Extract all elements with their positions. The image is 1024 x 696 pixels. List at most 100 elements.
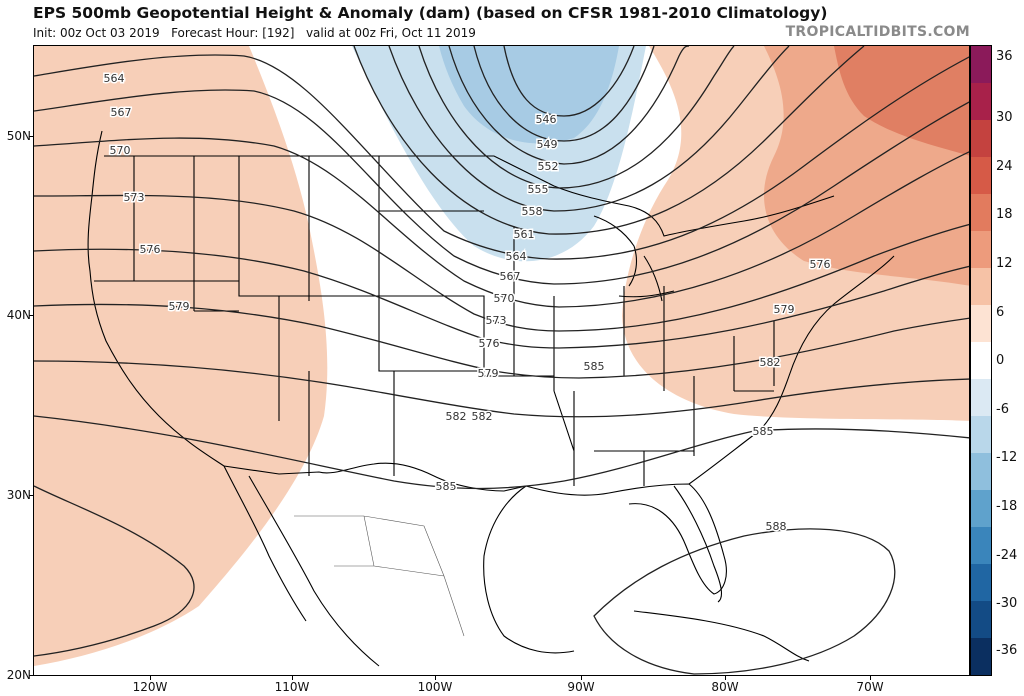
contour-label: 570 xyxy=(494,292,515,305)
contour-label: 582 xyxy=(472,410,493,423)
lon-label-110w: 110W xyxy=(274,680,310,694)
contour-588 xyxy=(593,528,896,675)
mexico-states xyxy=(294,515,465,637)
gulf-coast xyxy=(525,483,727,595)
colorbar-label: 18 xyxy=(996,207,1013,222)
baja-coast xyxy=(223,465,307,622)
forecast-hour: Forecast Hour: [192] xyxy=(171,26,295,40)
lat-label-20n: 20N xyxy=(6,668,31,682)
contour-label: 573 xyxy=(124,191,145,204)
lon-tick xyxy=(150,676,151,680)
contour-label: 564 xyxy=(506,250,527,263)
lon-tick xyxy=(725,676,726,680)
colorbar-label: 24 xyxy=(996,159,1013,174)
contour-label: 567 xyxy=(500,270,521,283)
colorbar-label: 36 xyxy=(996,49,1013,64)
florida xyxy=(673,485,723,603)
anomaly-map[interactable]: 564 567 570 573 576 579 582 585 588 546 … xyxy=(33,45,970,676)
contour-label: 561 xyxy=(514,228,535,241)
geography-lines xyxy=(87,130,895,667)
map-title: EPS 500mb Geopotential Height & Anomaly … xyxy=(33,4,828,22)
contour-label: 576 xyxy=(140,243,161,256)
colorbar-label: 30 xyxy=(996,110,1013,125)
contour-label: 588 xyxy=(766,520,787,533)
contour-label: 546 xyxy=(536,113,557,126)
height-contours xyxy=(34,46,969,675)
contour-549 xyxy=(473,46,655,142)
colorbar-label: -6 xyxy=(996,402,1009,417)
contour-546 xyxy=(503,46,635,117)
contour-label: 555 xyxy=(528,183,549,196)
colorbar-label: 12 xyxy=(996,256,1013,271)
map-canvas: 564 567 570 573 576 579 582 585 588 546 … xyxy=(34,46,969,675)
lon-label-90w: 90W xyxy=(567,680,595,694)
contour-585 xyxy=(34,415,969,490)
contour-label: 582 xyxy=(760,356,781,369)
lat-label-50n: 50N xyxy=(6,129,31,143)
lat-label-40n: 40N xyxy=(6,308,31,322)
lon-label-120w: 120W xyxy=(132,680,168,694)
contour-558 xyxy=(388,46,790,212)
lat-tick xyxy=(29,675,33,676)
contour-labels: 564 567 570 573 576 579 582 585 588 546 … xyxy=(102,71,832,535)
contour-label: 573 xyxy=(486,314,507,327)
contour-label: 579 xyxy=(478,367,499,380)
anomaly-shading xyxy=(34,46,969,666)
contour-label: 582 xyxy=(446,410,467,423)
lon-tick xyxy=(435,676,436,680)
init-time: Init: 00z Oct 03 2019 xyxy=(33,26,160,40)
colorbar-label: -36 xyxy=(996,643,1018,658)
lon-label-70w: 70W xyxy=(856,680,884,694)
contour-555 xyxy=(418,46,735,189)
lat-tick xyxy=(29,495,33,496)
colorbar-label: -24 xyxy=(996,548,1018,563)
east-coast xyxy=(688,255,895,485)
cuba xyxy=(633,610,810,662)
lon-tick xyxy=(292,676,293,680)
lat-tick xyxy=(29,136,33,137)
contour-label: 585 xyxy=(436,480,457,493)
contour-west-closure xyxy=(34,485,195,657)
contour-label: 576 xyxy=(479,337,500,350)
colorbar-label: 6 xyxy=(996,305,1005,320)
cool-anomaly-core xyxy=(439,46,619,144)
contour-579 xyxy=(34,303,969,379)
state-lines xyxy=(94,156,775,486)
contour-label: 558 xyxy=(522,205,543,218)
colorbar-label: -12 xyxy=(996,450,1018,465)
contour-570 xyxy=(34,137,969,308)
lon-tick xyxy=(870,676,871,680)
contour-label: 570 xyxy=(110,144,131,157)
lon-tick xyxy=(581,676,582,680)
contour-582 xyxy=(34,360,969,418)
contour-573 xyxy=(34,194,969,332)
us-canada-border xyxy=(104,155,835,237)
map-subtitle: Init: 00z Oct 03 2019 Forecast Hour: [19… xyxy=(33,26,476,40)
contour-label: 552 xyxy=(538,160,559,173)
contour-label: 549 xyxy=(537,138,558,151)
colorbar-label: 0 xyxy=(996,353,1005,368)
colorbar-label: -30 xyxy=(996,596,1018,611)
mexico-gulf-coast xyxy=(483,485,575,654)
warm-anomaly-east-strong xyxy=(834,46,969,156)
contour-561 xyxy=(353,46,865,235)
contour-567 xyxy=(34,89,969,285)
colorbar-label: -18 xyxy=(996,499,1018,514)
contour-564 xyxy=(34,54,969,260)
valid-time: valid at 00z Fri, Oct 11 2019 xyxy=(305,26,476,40)
anomaly-colorbar xyxy=(970,45,992,676)
contour-552 xyxy=(448,46,690,165)
contour-label: 585 xyxy=(753,425,774,438)
contour-label: 585 xyxy=(584,360,605,373)
contour-label: 564 xyxy=(104,72,125,85)
mexico-west-coast xyxy=(248,475,380,667)
contour-label: 579 xyxy=(774,303,795,316)
warm-anomaly-west xyxy=(34,46,328,666)
west-coastline xyxy=(87,130,225,467)
lon-label-100w: 100W xyxy=(417,680,453,694)
lat-tick xyxy=(29,315,33,316)
contour-label: 576 xyxy=(810,258,831,271)
lon-label-80w: 80W xyxy=(711,680,739,694)
lat-label-30n: 30N xyxy=(6,488,31,502)
site-brand: TROPICALTIDBITS.COM xyxy=(785,24,970,40)
